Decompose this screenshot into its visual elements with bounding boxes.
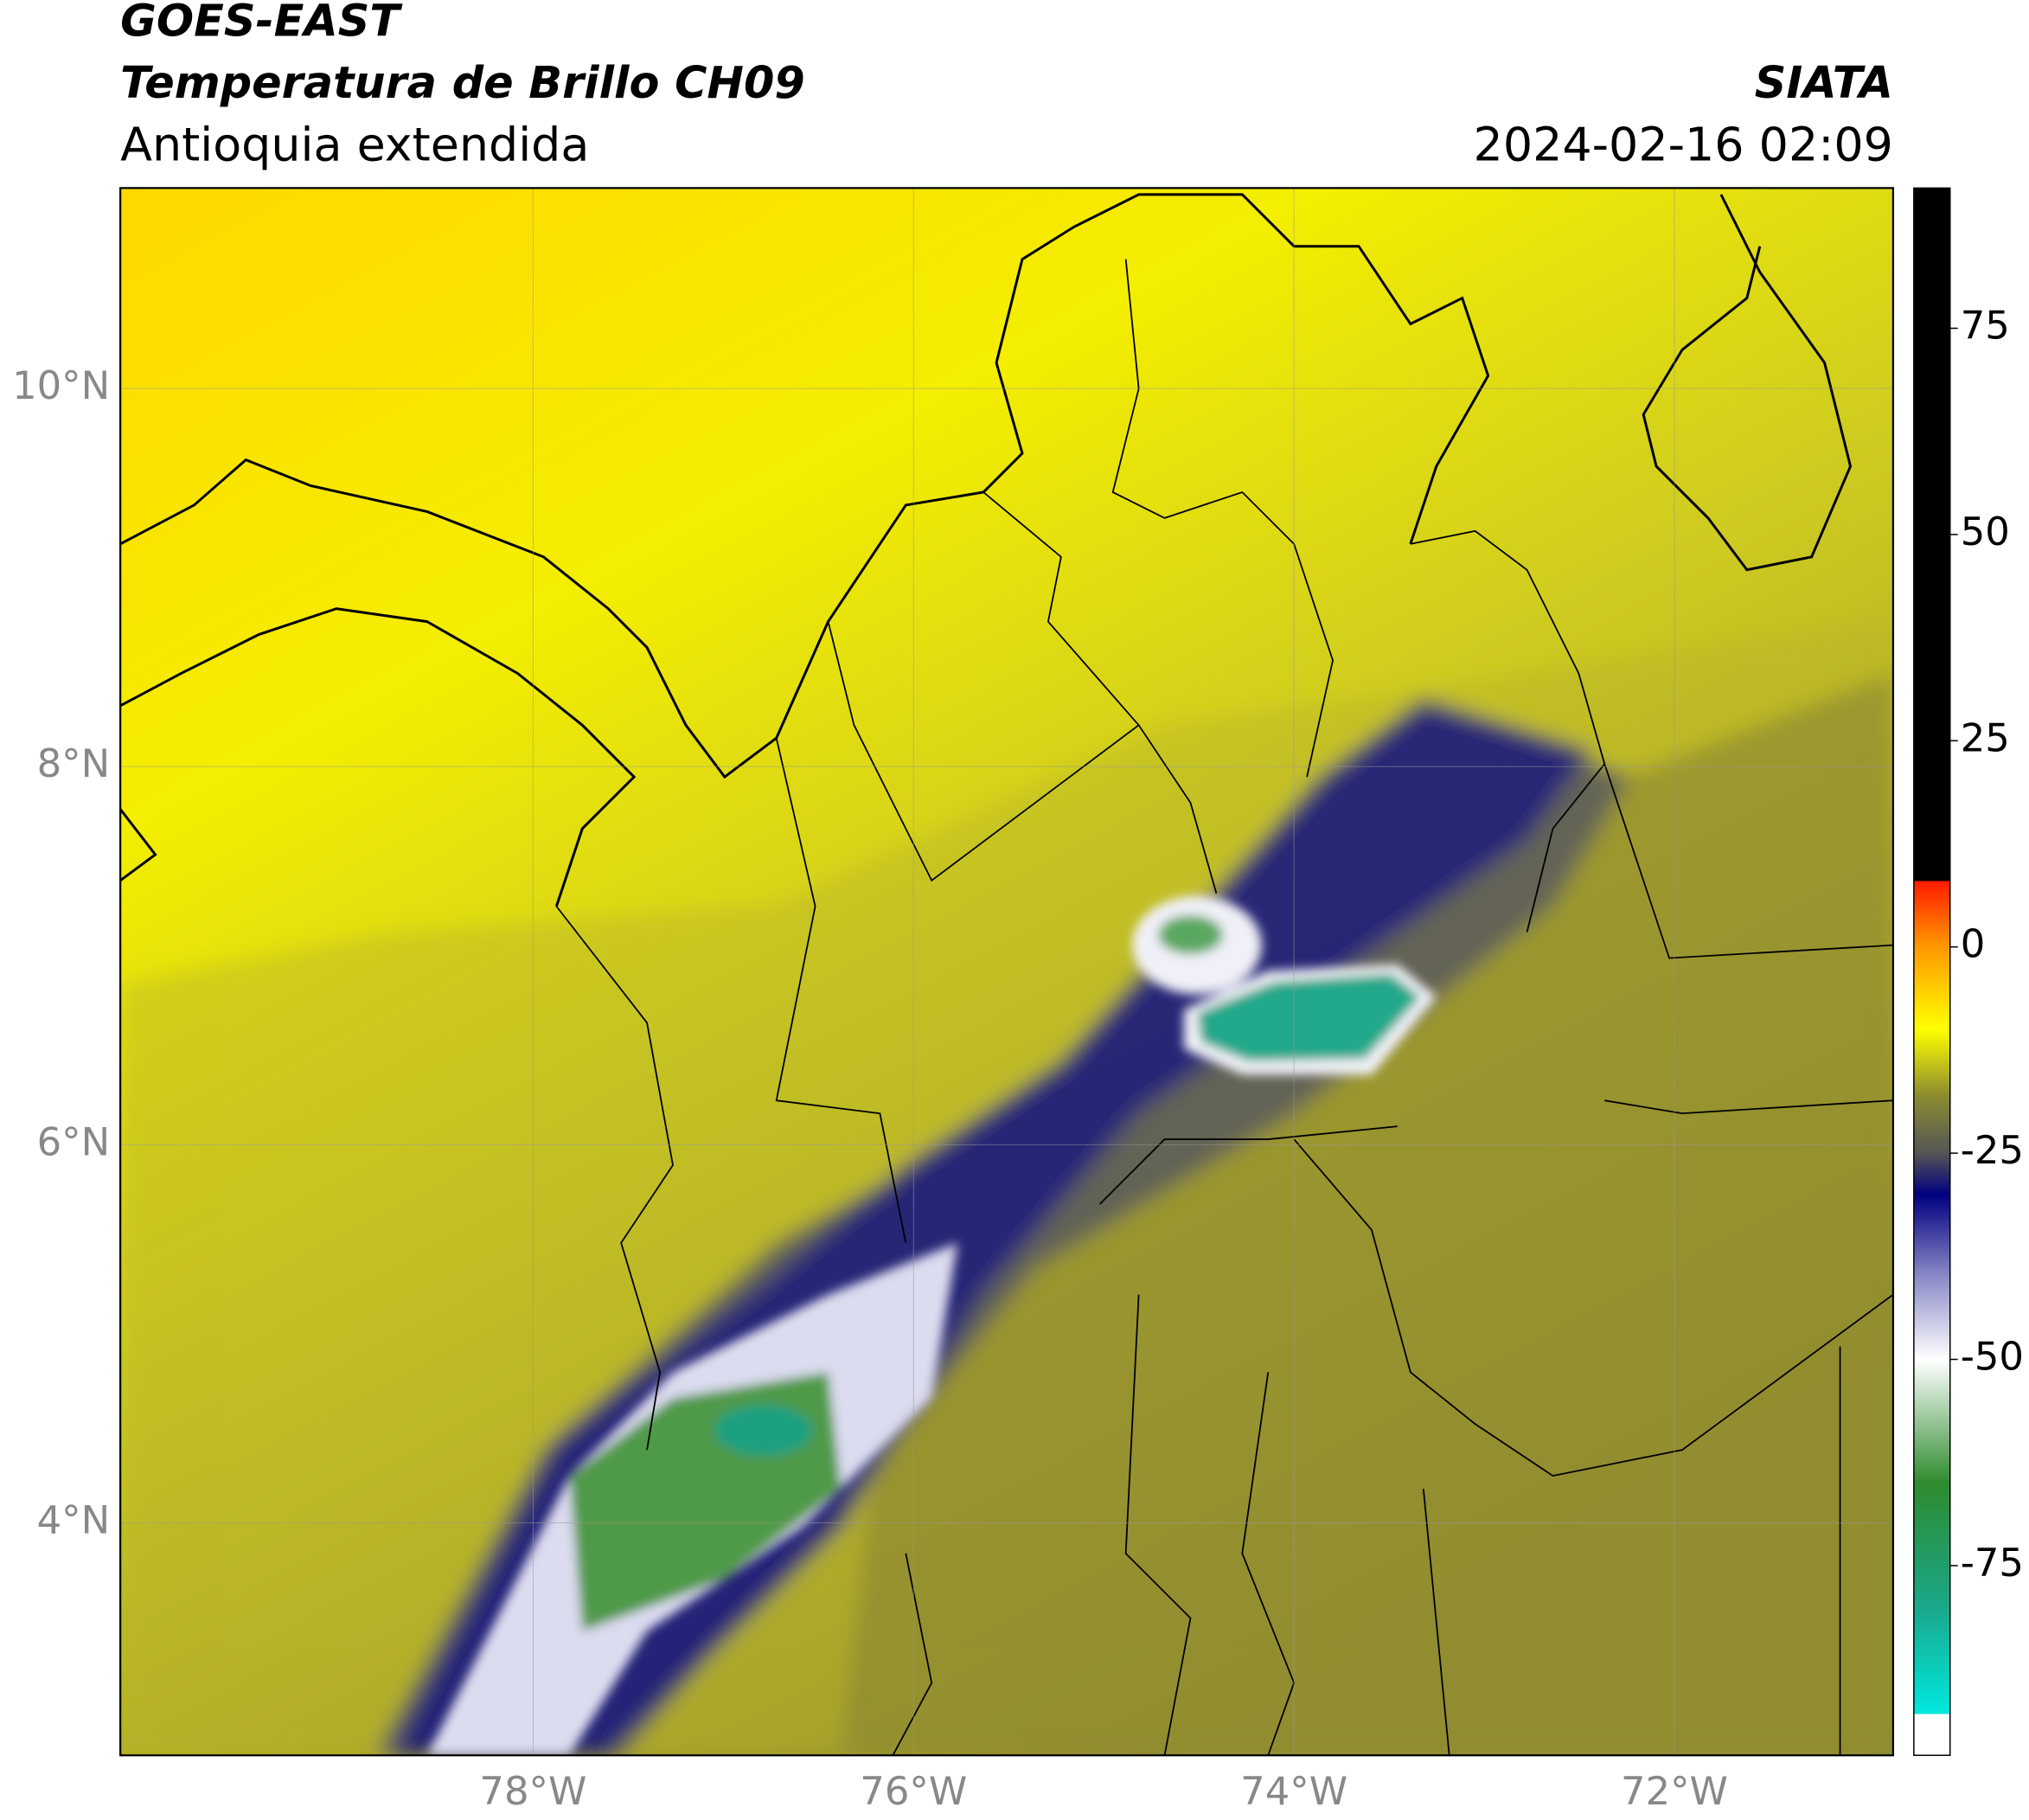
colorbar-tick-label: 50 bbox=[1961, 509, 2010, 554]
colorbar-tick-label: -25 bbox=[1961, 1127, 2024, 1173]
y-tick-label: 6°N bbox=[37, 1118, 111, 1164]
colorbar-tick-label: 0 bbox=[1961, 921, 1986, 967]
source: SIATA bbox=[1755, 57, 1893, 108]
colorbar-tick-label: -75 bbox=[1961, 1540, 2024, 1586]
y-tick-label: 10°N bbox=[12, 362, 110, 408]
x-tick-label: 78°W bbox=[479, 1768, 586, 1814]
graticule bbox=[120, 188, 1893, 1756]
map-frame bbox=[119, 187, 1895, 1757]
colorbar-tick-label: 75 bbox=[1961, 302, 2010, 348]
colorbar bbox=[1913, 187, 1951, 1756]
x-tick-label: 72°W bbox=[1621, 1768, 1728, 1814]
y-tick-label: 8°N bbox=[37, 740, 111, 786]
map bbox=[120, 188, 1893, 1756]
x-tick-label: 74°W bbox=[1240, 1768, 1347, 1814]
colorbar-tick-label: 25 bbox=[1961, 715, 2010, 760]
product: Temperatura de Brillo CH09 bbox=[120, 57, 805, 108]
satellite: GOES-EAST bbox=[120, 0, 403, 46]
coastlines bbox=[120, 193, 1893, 1756]
x-tick-label: 76°W bbox=[860, 1768, 967, 1814]
datetime: 2024-02-16 02:09 bbox=[1474, 118, 1893, 172]
colorbar-tick-label: -50 bbox=[1961, 1334, 2024, 1380]
region: Antioquia extendida bbox=[120, 118, 589, 172]
y-tick-label: 4°N bbox=[37, 1496, 111, 1542]
